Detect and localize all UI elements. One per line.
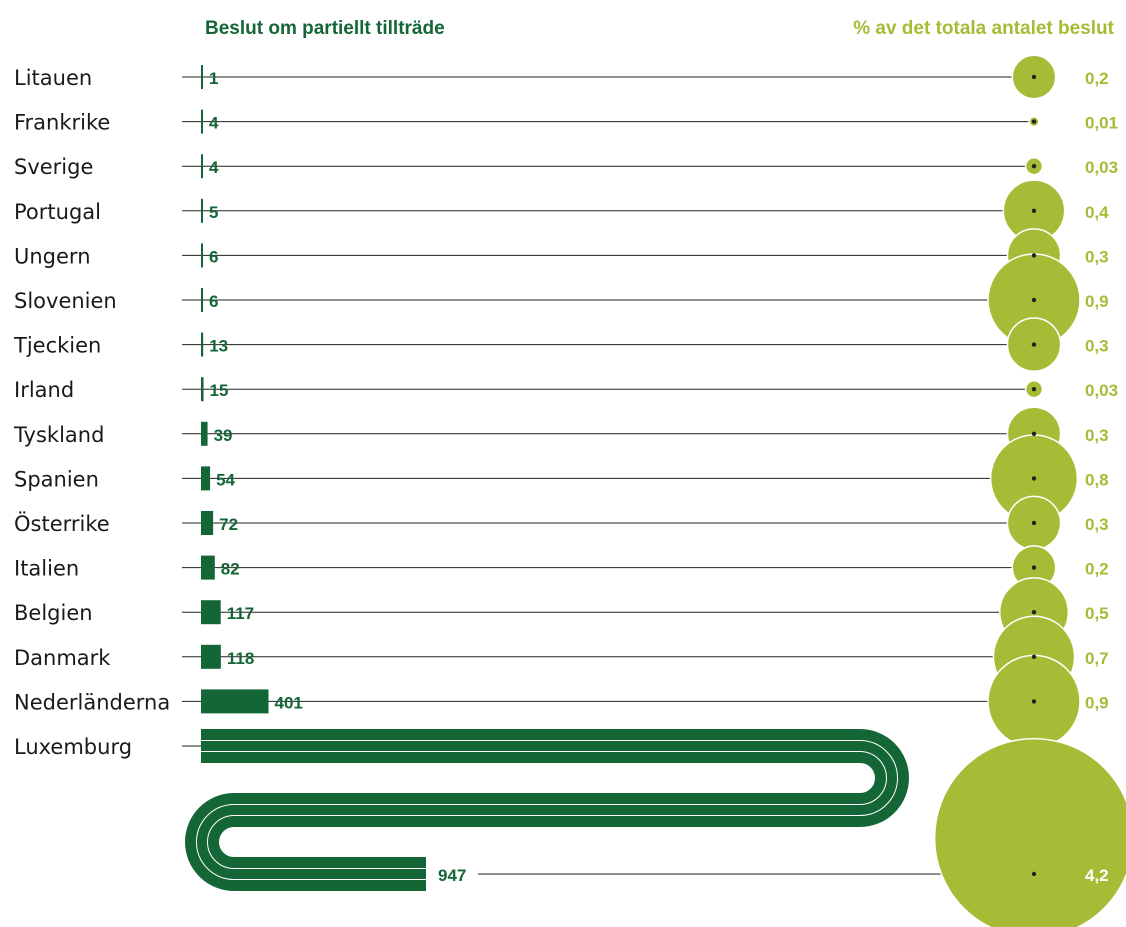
bar-fold-core [197,741,897,879]
bubble-center-dot [1031,871,1037,877]
value-bar [201,511,214,535]
country-label: Belgien [14,601,93,625]
bubble-center-dot [1031,342,1037,347]
country-label: Irland [14,378,74,402]
country-label: Österrike [14,511,110,536]
bubble-center-dot [1031,253,1037,258]
percent-label: 0,3 [1085,337,1109,356]
country-label: Tyskland [13,423,104,447]
bar-series-title: Beslut om partiellt tillträde [205,18,445,39]
value-label: 54 [216,470,235,489]
percent-label: 0,3 [1085,247,1109,266]
bubble-center-dot [1031,208,1037,213]
country-label: Litauen [14,66,92,90]
percent-label: 0,5 [1085,604,1109,623]
country-label: Italien [14,557,79,581]
percent-label: 0,4 [1085,203,1109,222]
value-bar [201,421,208,446]
bubble-center-dot [1031,74,1037,80]
bubble-center-dot [1031,654,1037,659]
value-label: 72 [219,515,238,534]
percent-label: 0,9 [1085,693,1109,712]
value-bar [201,198,203,223]
country-label: Luxemburg [14,735,132,759]
labels: Litauen 0,2 1 Frankrike 0,01 4 Sverige 0,03 4 Por… [13,66,1118,885]
value-label: 5 [209,203,218,222]
percent-label: 0,3 [1085,426,1109,445]
percent-label: 0,2 [1085,69,1109,88]
bubble-center-dot [1031,520,1037,526]
value-label: 13 [209,337,228,356]
value-bar [201,109,203,134]
bubble-center-dot [1031,164,1037,169]
connector-lines [182,76,1034,875]
value-label: 947 [438,866,466,885]
bubble-center-dot [1031,699,1037,704]
value-bar [201,332,204,357]
percent-label: 0,8 [1085,470,1109,489]
percent-label: 0,3 [1085,515,1109,534]
value-label: 1 [209,69,218,88]
percent-label: 0,03 [1085,381,1118,400]
country-label: Tjeckien [13,334,101,358]
value-label: 4 [209,114,219,133]
value-label: 6 [209,247,218,266]
bubble-center-dot [1031,387,1037,392]
country-label: Nederländerna [14,690,170,714]
value-bar [201,644,221,669]
value-label: 82 [221,560,240,579]
percent-label: 0,03 [1085,158,1118,177]
value-bar [201,288,203,312]
country-label: Sverige [14,155,93,179]
value-bar [201,689,269,714]
bubble-center-dot [1031,565,1037,570]
value-label: 118 [227,649,254,668]
bars [185,65,909,891]
value-bar [201,466,211,491]
country-label: Ungern [14,244,91,268]
value-bar [201,377,204,402]
value-bar [201,65,203,89]
value-bar [201,243,203,268]
percent-bubble [933,737,1126,927]
value-bar [201,555,215,580]
bubble-center-dot [1031,610,1037,615]
value-label: 39 [214,426,233,445]
bubble-series-title: % av det totala antalet beslut [853,18,1114,39]
percent-label: 0,01 [1085,114,1118,133]
percent-label: 0,2 [1085,560,1109,579]
value-label: 4 [209,158,219,177]
value-label: 15 [210,381,229,400]
value-label: 117 [227,604,254,623]
percent-label: 4,2 [1085,866,1109,885]
country-label: Portugal [14,200,101,224]
bubble-center-dot [1031,431,1037,436]
value-bar [201,154,203,179]
country-label: Slovenien [14,289,117,313]
bubble-center-dot [1031,119,1037,124]
bubble-center-dot [1031,297,1037,303]
bubble-center-dot [1031,476,1037,481]
country-label: Danmark [14,646,111,670]
value-label: 6 [209,292,218,311]
country-label: Spanien [14,467,99,491]
percent-label: 0,7 [1085,649,1109,668]
value-label: 401 [274,693,302,712]
bubbles [933,54,1126,927]
percent-label: 0,9 [1085,292,1109,311]
country-label: Frankrike [14,111,110,135]
value-bar [201,600,221,625]
